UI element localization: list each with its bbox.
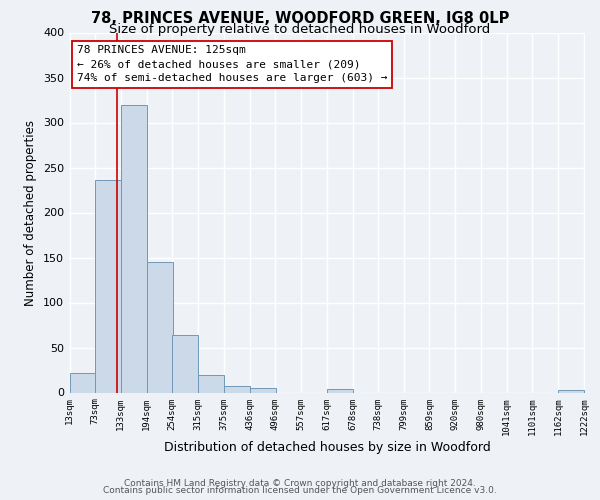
- Bar: [172, 335, 198, 392]
- Bar: [250, 388, 275, 392]
- Bar: [147, 262, 173, 392]
- Bar: [224, 386, 250, 392]
- Text: 78, PRINCES AVENUE, WOODFORD GREEN, IG8 0LP: 78, PRINCES AVENUE, WOODFORD GREEN, IG8 …: [91, 11, 509, 26]
- Bar: [121, 104, 147, 393]
- X-axis label: Distribution of detached houses by size in Woodford: Distribution of detached houses by size …: [164, 440, 490, 454]
- Text: Size of property relative to detached houses in Woodford: Size of property relative to detached ho…: [109, 22, 491, 36]
- Bar: [326, 389, 353, 392]
- Bar: [70, 372, 96, 392]
- Bar: [198, 374, 224, 392]
- Bar: [95, 180, 121, 392]
- Y-axis label: Number of detached properties: Number of detached properties: [25, 120, 37, 306]
- Text: 78 PRINCES AVENUE: 125sqm
← 26% of detached houses are smaller (209)
74% of semi: 78 PRINCES AVENUE: 125sqm ← 26% of detac…: [77, 45, 387, 83]
- Bar: [558, 390, 584, 392]
- Text: Contains public sector information licensed under the Open Government Licence v3: Contains public sector information licen…: [103, 486, 497, 495]
- Text: Contains HM Land Registry data © Crown copyright and database right 2024.: Contains HM Land Registry data © Crown c…: [124, 478, 476, 488]
